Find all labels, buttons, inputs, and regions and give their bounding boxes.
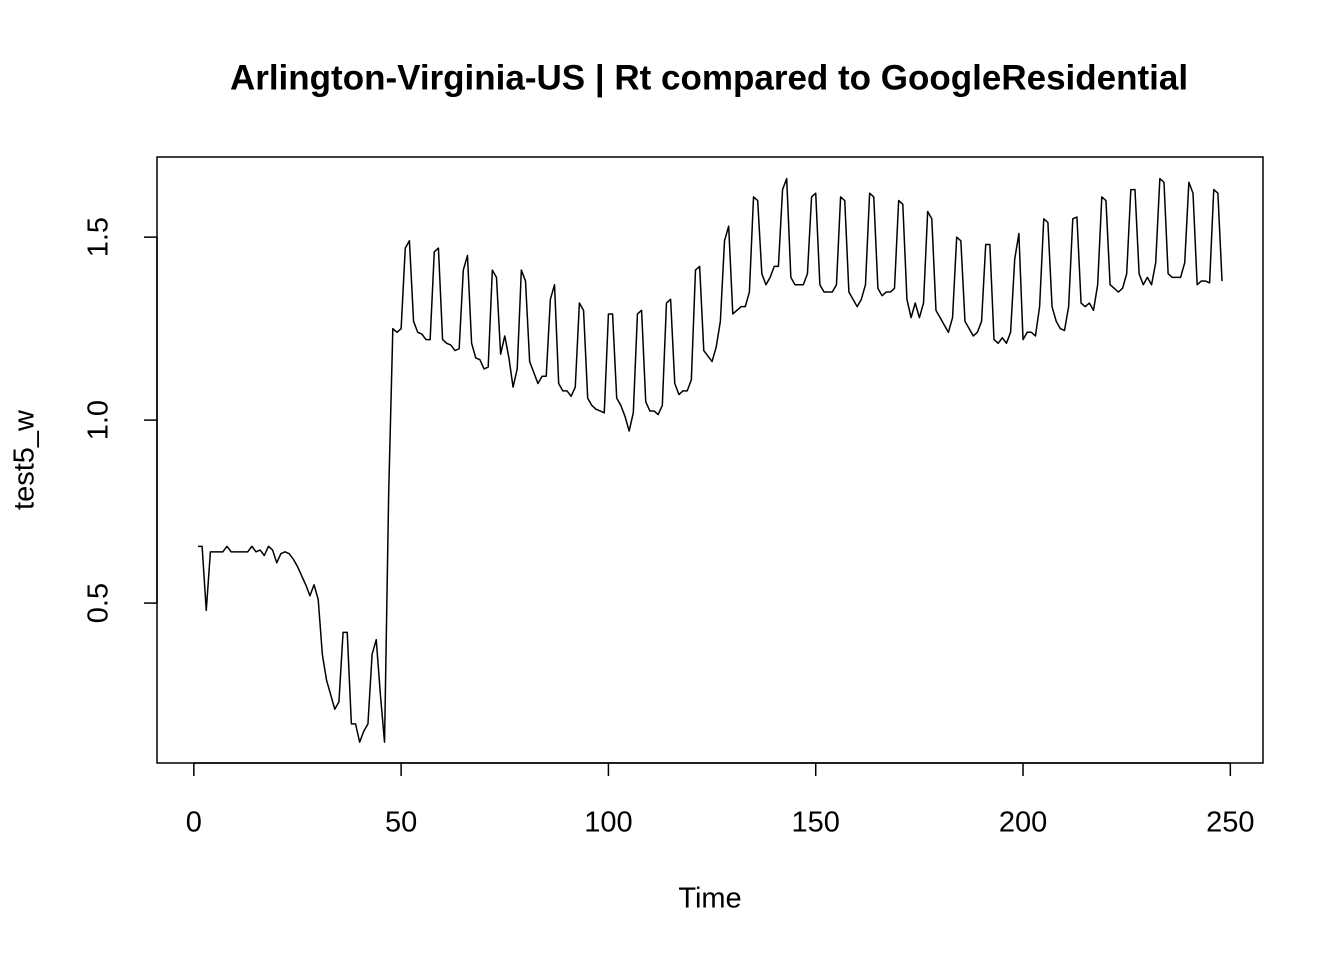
x-tick-label: 100 xyxy=(584,807,632,839)
chart-title: Arlington-Virginia-US | Rt compared to G… xyxy=(230,58,1188,97)
y-tick-label: 1.0 xyxy=(83,400,115,440)
x-tick-label: 150 xyxy=(792,807,840,839)
x-tick-label: 50 xyxy=(385,807,417,839)
x-axis-label: Time xyxy=(678,883,741,915)
y-tick-label: 1.5 xyxy=(83,217,115,257)
x-tick-label: 200 xyxy=(999,807,1047,839)
data-line xyxy=(197,177,1223,743)
x-tick-label: 250 xyxy=(1206,807,1254,839)
y-axis-label: test5_w xyxy=(9,409,41,510)
x-tick-label: 0 xyxy=(186,807,202,839)
y-tick-label: 0.5 xyxy=(83,583,115,623)
